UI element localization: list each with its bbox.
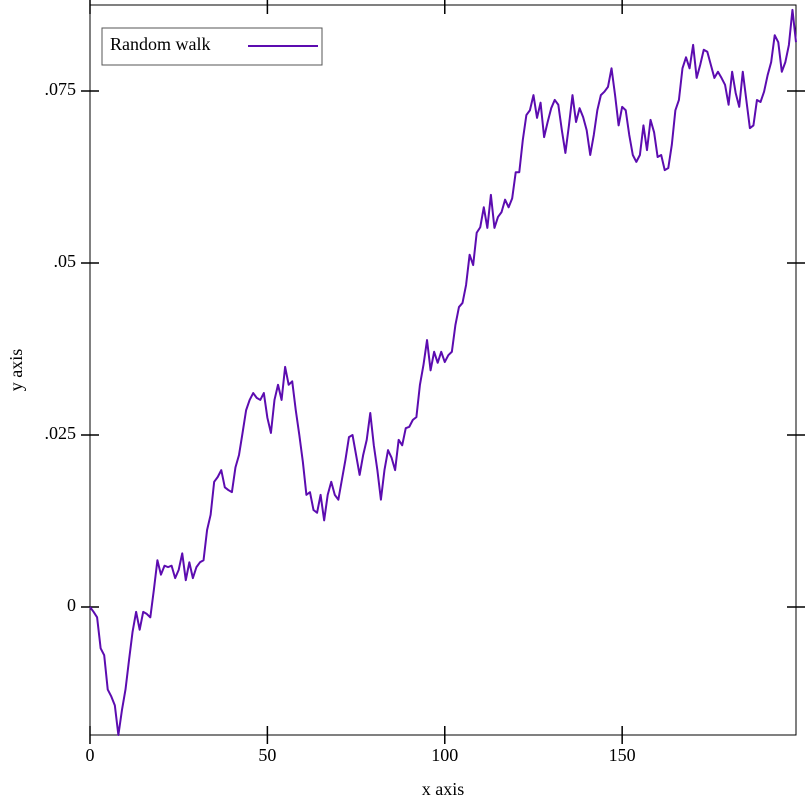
- x-tick-label: 0: [86, 745, 95, 765]
- y-tick-label: .025: [45, 423, 77, 443]
- x-axis-label: x axis: [422, 779, 465, 799]
- x-tick-label: 100: [431, 745, 458, 765]
- data-line: [89, 8, 797, 736]
- y-tick-label: .05: [54, 251, 77, 271]
- plot-frame: [89, 4, 797, 736]
- y-axis-label: y axis: [6, 349, 26, 392]
- legend-label: Random walk: [110, 34, 211, 54]
- x-tick-label: 150: [609, 745, 636, 765]
- legend-box: [101, 27, 323, 66]
- y-tick-label: 0: [67, 595, 76, 615]
- x-tick-label: 50: [258, 745, 276, 765]
- y-tick-label: .075: [45, 79, 77, 99]
